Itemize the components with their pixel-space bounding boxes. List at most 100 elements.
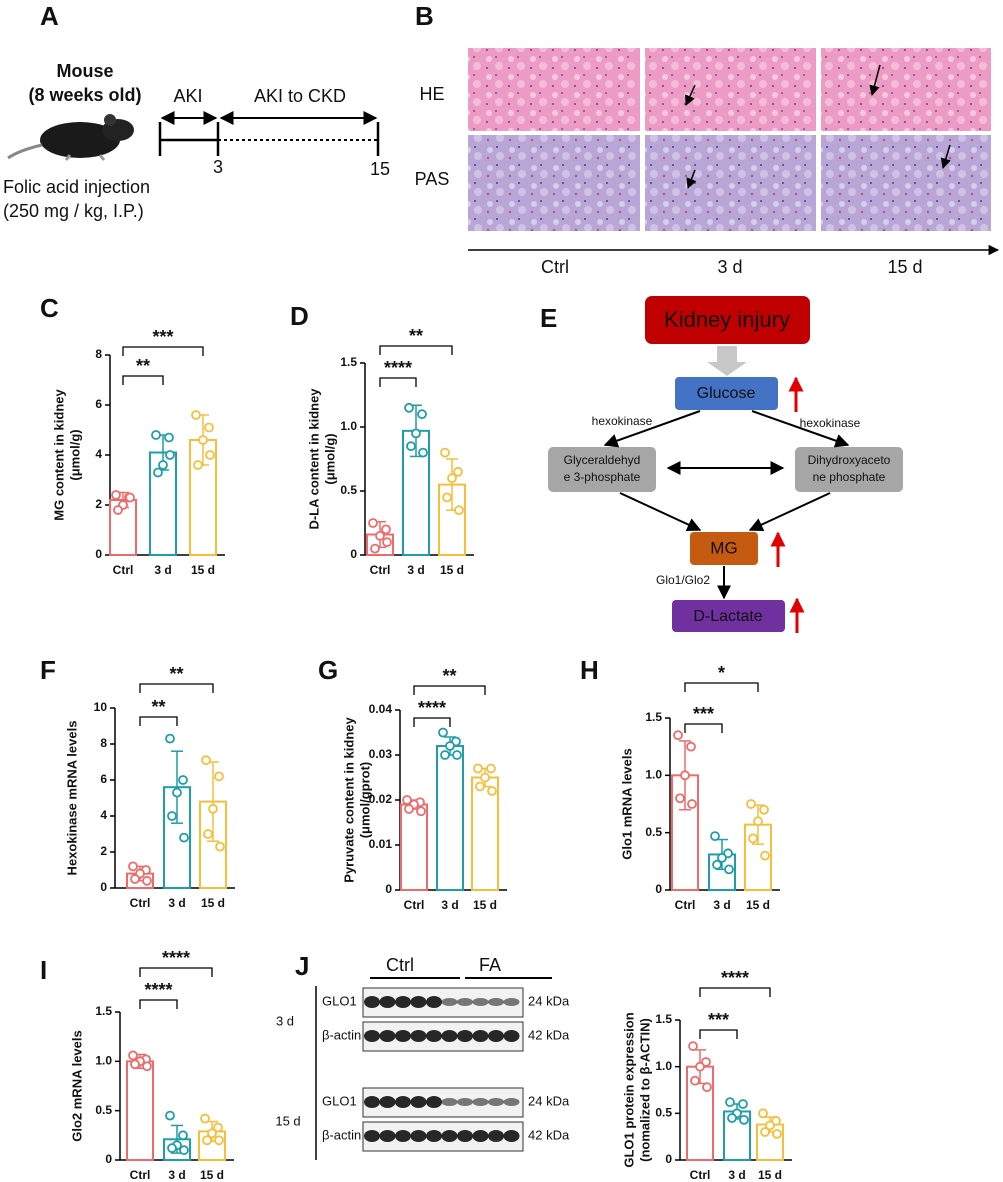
panel-label: A [40, 1, 59, 31]
x-tick-label: Ctrl [130, 896, 151, 910]
data-point [760, 850, 770, 861]
node-label: Kidney injury [664, 307, 790, 332]
band [488, 1098, 504, 1106]
x-tick-label: 15 d [200, 1168, 224, 1182]
x-tick-label: Ctrl [404, 898, 425, 912]
y-tick-label: 4 [100, 808, 107, 822]
band [379, 1030, 396, 1042]
data-point [480, 772, 490, 783]
y-tick-label: 0 [350, 547, 357, 561]
data-point [475, 781, 485, 792]
band [395, 1030, 411, 1042]
histology-image [645, 135, 816, 231]
band [457, 998, 473, 1006]
significance-bracket [139, 683, 214, 693]
data-point [193, 460, 203, 470]
data-point [128, 861, 138, 872]
x-tick-label: Ctrl [690, 1168, 711, 1182]
x-tick-label: Ctrl [113, 563, 134, 577]
significance-label: **** [144, 980, 172, 1000]
enzyme-label: Glo1/Glo2 [656, 573, 710, 587]
data-point [370, 543, 380, 554]
band [426, 1030, 442, 1042]
significance-bracket [139, 999, 178, 1009]
band [457, 1130, 473, 1142]
significance-bracket [122, 375, 164, 385]
y-tick-label: 0.04 [369, 702, 393, 716]
bar-chart: 0 0.5 1.0 1.5 GLO1 protein expression (nomali… [621, 968, 792, 1182]
node-label: ne phosphate [813, 470, 886, 484]
data-point [473, 763, 483, 774]
data-point [404, 804, 414, 814]
y-tick-label: 0 [100, 880, 107, 894]
significance-label: ** [151, 697, 165, 717]
data-point [675, 793, 685, 804]
x-tick-label: Ctrl [675, 898, 696, 912]
data-point [738, 1099, 748, 1109]
mouse-age: (8 weeks old) [28, 85, 141, 105]
timepoint-label: 15 [370, 159, 390, 179]
data-point [453, 466, 463, 477]
data-point [402, 795, 412, 805]
x-tick-label: 3 d [154, 563, 171, 577]
data-point [416, 806, 426, 817]
data-point [686, 741, 696, 752]
data-point [727, 1113, 737, 1123]
band [395, 1096, 411, 1108]
stain-label: HE [419, 84, 444, 104]
significance-label: * [718, 663, 725, 683]
band [503, 1130, 520, 1142]
arrow [707, 346, 747, 376]
y-tick-label: 0.03 [369, 747, 393, 761]
data-point [724, 864, 734, 875]
band [410, 1030, 427, 1042]
enzyme-label: hexokinase [592, 414, 653, 428]
y-tick-label: 0.5 [655, 1106, 672, 1120]
data-point [748, 833, 758, 844]
injection-text: Folic acid injection [3, 177, 150, 197]
data-point [201, 755, 211, 766]
y-tick-label: 0.5 [95, 1103, 112, 1117]
band [364, 1030, 380, 1042]
size-label: 42 kDa [528, 1127, 570, 1142]
x-tick-label: 3 d [168, 896, 185, 910]
node-label: MG [710, 538, 737, 557]
y-tick-label: 0 [665, 1152, 672, 1166]
y-axis-label: (μmol/g) [67, 429, 82, 480]
data-point [452, 750, 462, 760]
stain-label: PAS [415, 169, 450, 189]
band [364, 1130, 380, 1142]
y-tick-label: 0.5 [340, 483, 357, 497]
band [503, 1030, 520, 1042]
data-point [690, 1075, 700, 1086]
band [472, 1030, 489, 1042]
panel-label: J [295, 951, 309, 981]
data-point [164, 432, 174, 443]
arrows [685, 64, 951, 189]
bar [126, 1060, 154, 1162]
band [426, 1130, 442, 1142]
band-label: β-actin [322, 1027, 361, 1042]
x-tick-label: 15 d [440, 563, 464, 577]
band [503, 998, 520, 1006]
band [457, 1098, 473, 1106]
x-tick-label: 15 d [201, 896, 225, 910]
size-label: 42 kDa [528, 1027, 570, 1042]
histology-image [468, 48, 640, 131]
y-tick-label: 1.0 [340, 419, 357, 433]
data-point [758, 1108, 768, 1119]
x-tick-label: 3 d [713, 898, 730, 912]
y-tick-label: 0 [95, 547, 102, 561]
significance-bracket [699, 987, 771, 997]
panel-label: C [40, 293, 59, 323]
pathway-arrows [603, 410, 850, 600]
y-tick-label: 0.5 [645, 825, 662, 839]
y-axis-label: (nomalized to β-ACTIN) [637, 1018, 652, 1162]
bar-chart: C 0 2 4 6 8 MG content in kidney (μmol/g) Ctrl 3 … [40, 293, 225, 577]
data-point [411, 428, 421, 439]
x-tick-label: 3 d [728, 1168, 745, 1182]
y-axis-label: D-LA content in kidney [306, 388, 321, 530]
data-point [128, 1050, 138, 1061]
node-label: D-Lactate [693, 608, 762, 625]
significance-label: *** [693, 704, 714, 724]
